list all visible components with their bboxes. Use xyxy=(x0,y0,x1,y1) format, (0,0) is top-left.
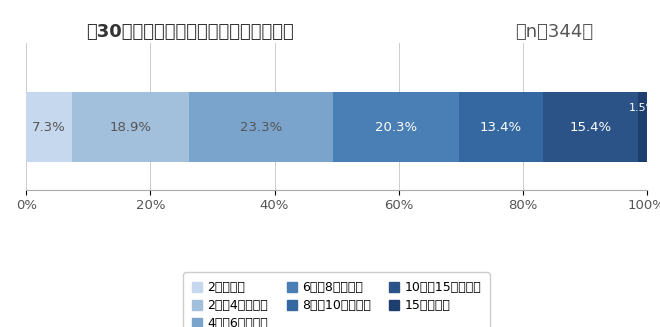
Bar xyxy=(333,92,459,163)
Legend: 2万円未満, 2万～4万円未満, 4万～6万円未満, 6万～8万円未満, 8万～10万円未満, 10万～15万円未満, 15万円以上: 2万円未満, 2万～4万円未満, 4万～6万円未満, 6万～8万円未満, 8万～… xyxy=(183,272,490,327)
Text: 1.5%: 1.5% xyxy=(628,103,657,113)
Text: 7.3%: 7.3% xyxy=(32,121,66,134)
Text: 18.9%: 18.9% xyxy=(110,121,151,134)
Text: 30代］自動車保険適用者の年間保険料: 30代］自動車保険適用者の年間保険料 xyxy=(86,23,294,41)
Text: 20.3%: 20.3% xyxy=(376,121,418,134)
Bar xyxy=(459,92,543,163)
Text: 15.4%: 15.4% xyxy=(570,121,611,134)
Text: 23.3%: 23.3% xyxy=(240,121,282,134)
Text: （n＝344）: （n＝344） xyxy=(515,23,593,41)
Bar xyxy=(638,92,647,163)
Bar xyxy=(189,92,333,163)
Bar xyxy=(72,92,189,163)
Bar xyxy=(26,92,72,163)
Bar xyxy=(543,92,638,163)
Text: 13.4%: 13.4% xyxy=(480,121,522,134)
